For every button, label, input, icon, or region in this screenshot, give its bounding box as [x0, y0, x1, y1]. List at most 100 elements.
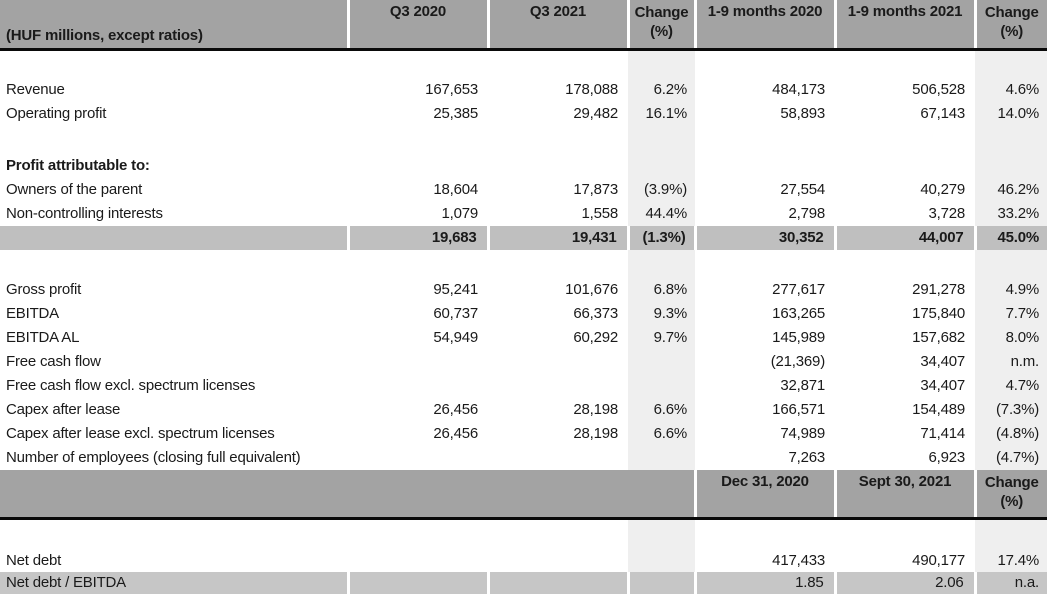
table-row: Profit attributable to: — [0, 153, 1047, 178]
cell-value: 30,352 — [693, 225, 835, 250]
cell-value: 1,079 — [441, 205, 478, 222]
cell-value: 67,143 — [920, 105, 965, 122]
cell-value: 74,989 — [780, 425, 825, 442]
cell-value: 17,873 — [573, 181, 618, 198]
cell-value — [628, 548, 695, 572]
cell-value: 71,414 — [920, 425, 965, 442]
table-row — [0, 125, 1047, 154]
cell-value: 2.06 — [833, 572, 975, 594]
cell-value: 40,279 — [920, 181, 965, 198]
cell-value: 417,433 — [772, 551, 825, 569]
cell-value: (3.9%) — [628, 177, 695, 202]
cell-value: 6.8% — [628, 277, 695, 302]
cell-value: 18,604 — [433, 181, 478, 198]
cell-value: 166,571 — [772, 401, 825, 418]
table-header-row: (HUF millions, except ratios) Q3 2020 Q3… — [0, 0, 1047, 51]
cell-value — [488, 154, 628, 178]
cell-value: 29,482 — [573, 105, 618, 122]
row-label — [0, 126, 348, 154]
table-row: Non-controlling interests 1,079 1,558 44.4%… — [0, 201, 1047, 226]
cell-value: 6.6% — [628, 397, 695, 422]
cell-value — [348, 154, 488, 178]
cell-value — [348, 250, 488, 278]
row-label: Revenue — [6, 81, 65, 98]
cell-value: 101,676 — [565, 281, 618, 298]
cell-value: 34,407 — [920, 377, 965, 394]
table-row: Free cash flow excl. spectrum licenses 32… — [0, 373, 1047, 398]
cell-value: 178,088 — [565, 81, 618, 98]
col-header-change-9m: Change (%) — [973, 0, 1047, 51]
cell-value: 7,263 — [788, 449, 825, 466]
cell-value: 163,265 — [772, 305, 825, 322]
cell-value: 3,728 — [928, 205, 965, 222]
cell-value — [975, 518, 1047, 548]
cell-value: 157,682 — [912, 329, 965, 346]
cell-value: 484,173 — [772, 81, 825, 98]
cell-value: 6,923 — [928, 449, 965, 466]
table-row: EBITDA AL 54,949 60,292 9.7% 145,989 157,682 8… — [0, 325, 1047, 350]
cell-value — [835, 50, 975, 78]
cell-value: 291,278 — [912, 281, 965, 298]
cell-value: 145,989 — [772, 329, 825, 346]
row-label: Free cash flow — [6, 353, 101, 370]
row-label: Net debt — [6, 551, 62, 569]
cell-value: 9.7% — [628, 325, 695, 350]
table-row: Revenue 167,653 178,088 6.2% 484,173 506,528 4… — [0, 77, 1047, 102]
row-label: Owners of the parent — [6, 181, 143, 198]
cell-value: 28,198 — [573, 401, 618, 418]
cell-value — [488, 126, 628, 154]
table-row: Gross profit 95,241 101,676 6.8% 277,617 291,… — [0, 277, 1047, 302]
cell-value: 25,385 — [433, 105, 478, 122]
col-header-9m-2021: 1-9 months 2021 — [833, 0, 975, 51]
row-label: EBITDA — [6, 305, 59, 322]
cell-value: 16.1% — [628, 101, 695, 126]
row-label: Non-controlling interests — [6, 205, 163, 222]
cell-value — [628, 373, 695, 398]
cell-value — [628, 153, 695, 178]
cell-value: 46.2% — [975, 177, 1047, 202]
cell-value — [975, 153, 1047, 178]
cell-value — [835, 126, 975, 154]
cell-value: 44,007 — [833, 225, 975, 250]
cell-value: 154,489 — [912, 401, 965, 418]
col-header-dec-2020: Dec 31, 2020 — [693, 469, 835, 520]
cell-value — [835, 154, 975, 178]
table-row: Free cash flow (21,369) 34,407 n.m. — [0, 349, 1047, 374]
cell-value: 6.6% — [628, 421, 695, 446]
cell-value: 66,373 — [573, 305, 618, 322]
table-row — [0, 518, 1047, 548]
col-header-q3-2020: Q3 2020 — [346, 0, 488, 51]
cell-value: n.a. — [973, 572, 1047, 594]
cell-value: 19,683 — [346, 225, 488, 250]
cell-value: 506,528 — [912, 81, 965, 98]
cell-value — [695, 126, 835, 154]
cell-value: (4.8%) — [975, 421, 1047, 446]
table-row — [0, 249, 1047, 278]
table-row — [0, 49, 1047, 78]
cell-value — [488, 548, 628, 572]
cell-value: (1.3%) — [626, 225, 695, 250]
cell-value: 32,871 — [780, 377, 825, 394]
cell-value — [628, 49, 695, 78]
cell-value — [695, 518, 835, 548]
table-row: Capex after lease excl. spectrum license… — [0, 421, 1047, 446]
cell-value: 45.0% — [973, 225, 1047, 250]
col-header-sept-2021: Sept 30, 2021 — [833, 469, 975, 520]
row-label — [0, 225, 348, 250]
cell-value: 2,798 — [788, 205, 825, 222]
cell-value — [488, 50, 628, 78]
cell-value: n.m. — [975, 349, 1047, 374]
cell-value: 19,431 — [486, 225, 628, 250]
row-label: Capex after lease excl. spectrum license… — [6, 425, 275, 442]
cell-value — [628, 445, 695, 470]
cell-value: 490,177 — [912, 551, 965, 569]
row-label: Operating profit — [6, 105, 107, 122]
row-label: Net debt / EBITDA — [0, 572, 348, 594]
cell-value — [835, 518, 975, 548]
cell-value — [348, 126, 488, 154]
cell-value: 60,292 — [573, 329, 618, 346]
cell-value: 4.6% — [975, 77, 1047, 102]
row-label: Free cash flow excl. spectrum licenses — [6, 377, 256, 394]
table-row: Owners of the parent 18,604 17,873 (3.9%) 27… — [0, 177, 1047, 202]
